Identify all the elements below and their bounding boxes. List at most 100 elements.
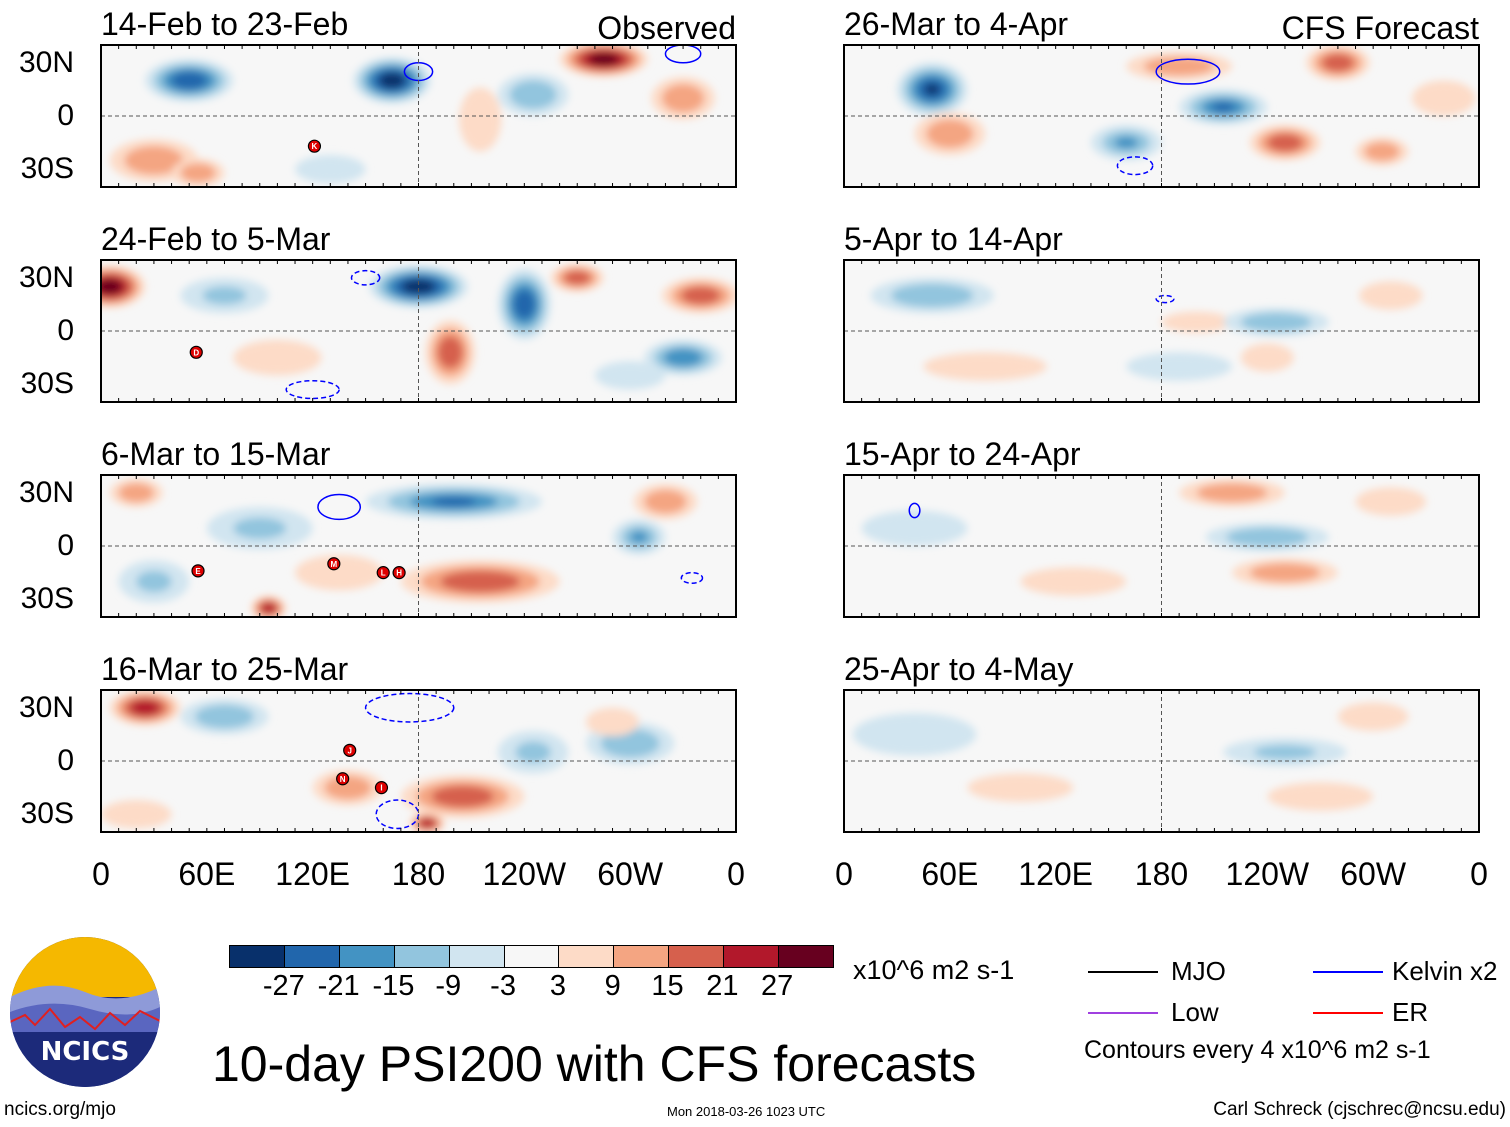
anomaly-contour-fill [521,87,545,102]
lat-label: 30S [20,152,74,186]
anomaly-contour-fill [1373,494,1409,509]
anomaly-contour-fill [385,76,399,85]
svg-text:NCICS: NCICS [41,1037,130,1067]
lon-label: 120E [1018,856,1094,892]
panel-title: 25-Apr to 4-May [844,651,1074,687]
anomaly-contour-fill [673,353,693,363]
footer-author: Carl Schreck (cjschrec@ncsu.edu) [1213,1099,1506,1120]
storm-label: D [193,348,199,357]
kelvin-contour [285,379,340,400]
anomaly-contour-fill [938,126,962,141]
anomaly-contour-fill [233,517,287,539]
lon-label: 120W [482,856,567,892]
colorbar-tick-label: -15 [372,970,415,1002]
panel-title: 26-Mar to 4-Apr [844,6,1069,42]
lon-label: 0 [92,856,110,892]
panel-label: CFS Forecast [1281,10,1479,46]
lat-label: 0 [57,314,74,347]
anomaly-contour-fill [1212,102,1235,112]
map-panel: 24-Feb to 5-Mar D [100,222,737,403]
legend-label-er: ER [1392,997,1429,1027]
anomaly-contour-fill [1246,532,1288,542]
lon-label: 0 [727,856,745,892]
anomaly-contour-fill [911,289,953,302]
anomaly-contour-fill [444,344,457,361]
map-field [843,474,1480,618]
anomaly-contour-fill [599,714,626,730]
kelvin-contour [664,45,702,64]
colorbar-tick-label: -27 [262,970,305,1002]
map-field: D [100,259,737,403]
anomaly-contour-fill [118,807,154,822]
colorbar-swatch [669,946,725,967]
panel-label: Observed [597,10,736,46]
storm-marker: H [392,566,406,580]
lon-label: 60E [921,856,979,892]
anomaly-contour-fill [519,297,530,312]
colorbar-tick-label: -9 [435,970,462,1002]
colorbar-swatch [230,946,285,967]
anomaly-contour-fill [1329,58,1346,68]
legend-label-low: Low [1171,997,1219,1027]
lat-label: 0 [57,744,74,777]
colorbar-tick-label: -3 [490,970,516,1002]
anomaly-contour-fill [431,497,476,507]
anomaly-contour-fill [1214,488,1250,498]
storm-label: N [340,775,346,784]
footer-timestamp: Mon 2018-03-26 1023 UTC [667,1104,826,1119]
storm-marker: K [307,139,322,153]
anomaly-contour-fill [993,780,1047,795]
anomaly-contour-fill [1258,317,1294,327]
anomaly-contour-fill [1427,89,1460,108]
anomaly-contour-fill [1374,288,1407,303]
storm-label: H [396,569,402,578]
colorbar-swatch [339,946,395,967]
anomaly-contour-fill [630,531,648,544]
storm-label: M [330,560,337,569]
lat-label: 30N [18,45,74,79]
map-panel: 25-Apr to 4-May [843,652,1480,833]
colorbar-tick-label: 15 [651,970,684,1002]
anomaly-contour-fill [447,791,479,802]
lon-label: 180 [1134,856,1189,892]
anomaly-contour-fill [312,162,348,177]
lat-label: 30S [20,797,74,831]
map-field [843,44,1480,188]
lon-label: 0 [835,856,853,892]
anomaly-contour-fill [1152,359,1206,374]
colorbar-swatch [394,946,450,967]
kelvin-contour [680,571,704,585]
legend-line-low [1088,1012,1158,1014]
colorbar-tick-label: 27 [761,970,794,1002]
anomaly-contour-fill [410,283,427,291]
anomaly-contour-fill [1267,567,1303,578]
anomaly-contour-fill [612,368,648,383]
anomaly-contour-fill [180,76,199,85]
figure-title: 10-day PSI200 with CFS forecasts [212,1036,977,1092]
legend-label-kelvin: Kelvin x2 [1392,956,1498,986]
storm-marker: I [374,781,389,795]
lat-label: 30N [18,475,74,509]
anomaly-contour-fill [202,286,247,305]
kelvin-contour [1155,58,1221,85]
lon-label: 180 [391,856,446,892]
anomaly-contour-fill [1161,61,1197,72]
colorbar-tick-label: 21 [706,970,739,1002]
anomaly-contour-fill [103,283,116,291]
colorbar-swatch [449,946,505,967]
lon-label: 60W [1340,856,1407,892]
footer-url[interactable]: ncics.org/mjo [4,1099,116,1120]
legend-label-mjo: MJO [1171,956,1226,986]
kelvin-contour [908,502,921,519]
anomaly-contour-fill [615,736,645,751]
kelvin-contour [317,493,362,521]
storm-marker: D [189,345,203,359]
anomaly-contour-fill [515,741,551,763]
anomaly-contour-fill [469,103,491,136]
colorbar-tick-label: 9 [604,970,621,1002]
panel-title: 16-Mar to 25-Mar [101,651,349,687]
anomaly-contour-fill [265,605,273,611]
lat-label: 30S [20,582,74,616]
storm-marker: E [191,564,205,578]
storm-marker: J [343,743,357,757]
